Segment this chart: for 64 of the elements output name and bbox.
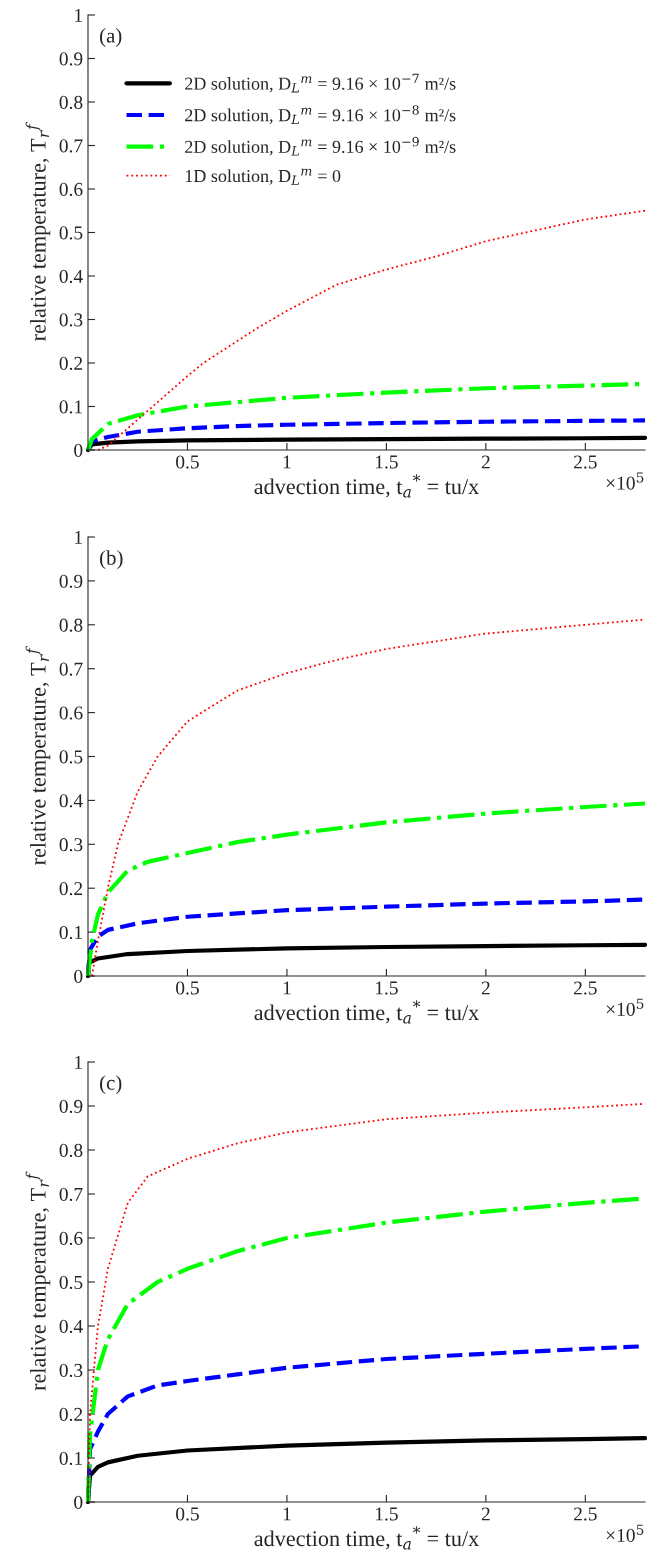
x-axis-title: advection time, t$_{a}$$^{*}$ = tu/x — [254, 1000, 479, 1024]
y-axis-title: relative temperature, T$_{r}$$^{f}$ — [25, 645, 51, 865]
y-axis-title: relative temperature, T$_{r}$$^{f}$ — [25, 121, 51, 341]
text: (a) — [100, 28, 122, 47]
y-tick-label: 1 — [75, 1055, 82, 1069]
y-tick-label: 0.5 — [59, 750, 83, 764]
y-axis-title: relative temperature, T$_{r}$$^{f}$ — [25, 1171, 51, 1391]
y-tick-label: 0.5 — [59, 1275, 83, 1290]
x-tick-label: 1.5 — [375, 981, 398, 995]
y-tick-label: 0.9 — [59, 1099, 83, 1114]
y-tick-label: 0.3 — [59, 1363, 83, 1378]
y-tick-label: 0 — [74, 1495, 83, 1509]
x-tick-label: 1.5 — [375, 455, 398, 469]
y-tick-label: 0.8 — [59, 618, 83, 632]
legend-label: 2D solution, D$_{L}$$^{m}$ = 9.16 × 10$^{−9}$ m²/s — [185, 136, 456, 156]
y-tick-label: 0.2 — [59, 882, 83, 896]
x-tick-label: 1 — [283, 455, 291, 469]
y-tick-label: 0.9 — [59, 52, 83, 66]
y-tick-label: 0 — [74, 443, 83, 457]
x-tick-label: 2.5 — [574, 1507, 597, 1521]
text: ×10$^{5}$ — [606, 998, 644, 1016]
x-tick-label: 1 — [283, 1507, 291, 1521]
text: ×10$^{5}$ — [606, 472, 644, 490]
y-tick-label: 0.8 — [59, 95, 83, 110]
y-tick-label: 0.1 — [59, 400, 82, 414]
y-tick-label: 0.1 — [59, 1451, 82, 1466]
x-tick-label: 0.5 — [176, 981, 199, 995]
x-tick-label: 2.5 — [574, 455, 597, 469]
x-tick-label: 2.5 — [574, 981, 597, 995]
x-tick-label: 1.5 — [375, 1507, 398, 1521]
y-tick-label: 0.9 — [59, 574, 83, 588]
y-tick-label: 0.4 — [59, 794, 83, 808]
y-tick-label: 0.3 — [59, 838, 83, 852]
y-tick-label: 0.6 — [59, 706, 83, 720]
legend-label: 2D solution, D$_{L}$$^{m}$ = 9.16 × 10$^{−7}$ m²/s — [185, 73, 456, 93]
x-tick-label: 2 — [481, 1507, 490, 1521]
y-tick-label: 0.7 — [59, 1187, 83, 1202]
y-tick-label: 0.5 — [59, 226, 83, 240]
legend-label: 2D solution, D$_{L}$$^{m}$ = 9.16 × 10$^{−8}$ m²/s — [185, 105, 456, 124]
y-tick-label: 1 — [75, 530, 82, 544]
y-tick-label: 0.7 — [59, 662, 83, 676]
x-tick-label: 1 — [283, 981, 291, 995]
y-tick-label: 0.6 — [59, 1231, 83, 1246]
legend-label: 1D solution, D$_{L}$$^{m}$ = 0 — [185, 168, 341, 185]
y-tick-label: 0 — [74, 969, 83, 983]
x-tick-label: 2 — [481, 455, 490, 469]
y-tick-label: 0.3 — [59, 313, 83, 327]
y-tick-label: 1 — [75, 8, 82, 22]
x-tick-label: 0.5 — [176, 1507, 199, 1521]
y-tick-label: 0.2 — [59, 356, 83, 371]
y-tick-label: 0.4 — [59, 269, 83, 284]
text: (c) — [100, 1075, 122, 1095]
y-tick-label: 0.1 — [59, 925, 82, 940]
y-tick-label: 0.4 — [59, 1319, 83, 1334]
x-axis-title: advection time, t$_{a}$$^{*}$ = tu/x — [254, 1526, 479, 1550]
y-tick-label: 0.8 — [59, 1143, 83, 1158]
x-tick-label: 0.5 — [176, 455, 199, 469]
text: ×10$^{5}$ — [606, 1524, 644, 1542]
x-tick-label: 2 — [481, 981, 490, 995]
y-tick-label: 0.7 — [59, 139, 83, 153]
y-tick-label: 0.2 — [59, 1407, 83, 1422]
x-axis-title: advection time, t$_{a}$$^{*}$ = tu/x — [254, 474, 479, 498]
y-tick-label: 0.6 — [59, 182, 83, 197]
text: (b) — [100, 550, 123, 570]
